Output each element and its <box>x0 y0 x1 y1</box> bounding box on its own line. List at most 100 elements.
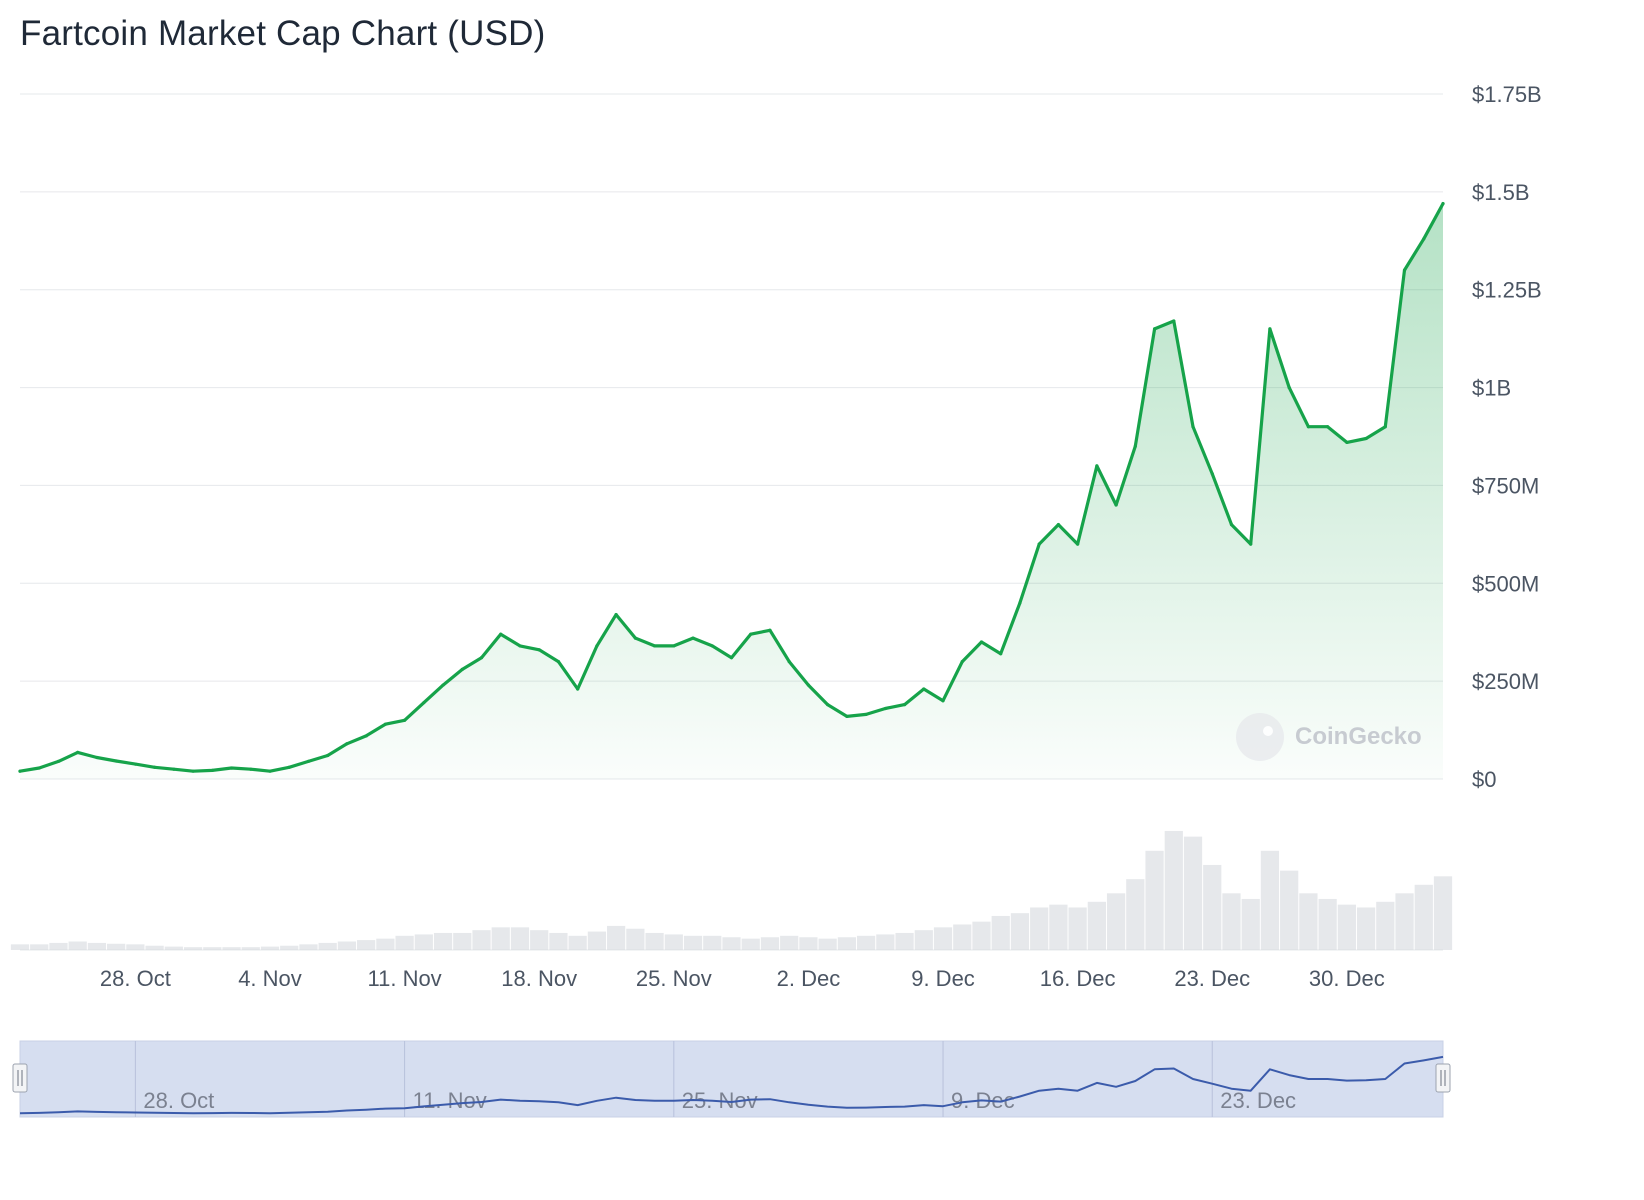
volume-bar <box>799 937 818 950</box>
volume-bar <box>760 937 780 950</box>
range-navigator[interactable]: 28. Oct 11. Nov 25. Nov 9. Dec 23. Dec <box>12 1040 1451 1118</box>
volume-bar <box>1222 893 1241 950</box>
market-cap-point <box>153 765 157 769</box>
volume-bar <box>453 932 472 950</box>
market-cap-point <box>1249 542 1253 546</box>
market-cap-point <box>1037 542 1041 546</box>
volume-bar <box>1299 893 1318 950</box>
market-cap-point <box>229 766 234 770</box>
volume-bar <box>433 932 453 950</box>
market-cap-point <box>1326 425 1330 429</box>
volume-bars <box>10 830 1453 950</box>
volume-bar <box>780 935 799 950</box>
volume-bar <box>1356 907 1376 950</box>
market-cap-point <box>614 613 618 617</box>
market-cap-point <box>1095 464 1099 468</box>
y-tick-label: $1B <box>1472 376 1511 401</box>
market-cap-point <box>922 687 926 691</box>
market-cap-point <box>1441 202 1445 206</box>
volume-bar <box>972 921 991 950</box>
volume-bar <box>318 942 337 950</box>
market-cap-point <box>883 706 887 711</box>
volume-bar <box>183 947 203 950</box>
volume-bar <box>107 943 126 950</box>
market-cap-point <box>845 714 849 718</box>
navigator-right-handle[interactable] <box>1435 1063 1451 1093</box>
market-cap-point <box>1306 425 1310 429</box>
market-cap-point <box>326 753 330 758</box>
market-cap-point <box>1268 327 1272 331</box>
market-cap-point <box>691 636 695 640</box>
chart-title: Fartcoin Market Cap Chart (USD) <box>20 14 546 53</box>
market-cap-point <box>749 632 753 636</box>
volume-bar <box>1145 850 1164 950</box>
market-cap-point <box>133 762 137 766</box>
market-cap-point <box>902 703 907 707</box>
market-cap-point <box>1383 425 1387 429</box>
market-cap-point <box>441 683 445 687</box>
market-cap-point <box>479 656 484 660</box>
market-cap-point <box>306 759 311 763</box>
market-cap-area-fill <box>20 203 1443 780</box>
market-cap-point <box>556 659 561 664</box>
navigator-left-handle[interactable] <box>12 1063 28 1093</box>
volume-bar <box>549 932 568 950</box>
volume-bar <box>1241 898 1260 950</box>
volume-bar <box>818 938 837 950</box>
volume-bar <box>607 925 626 950</box>
market-cap-point <box>1056 522 1061 527</box>
x-tick-label: 25. Nov <box>636 966 712 991</box>
x-tick-label: 4. Nov <box>238 966 302 991</box>
market-cap-point <box>1210 472 1214 476</box>
y-tick-label: $1.75B <box>1472 82 1542 107</box>
volume-bar <box>991 915 1010 950</box>
volume-bar <box>1337 904 1356 950</box>
market-cap-point <box>268 769 272 773</box>
y-axis-labels: $0 $250M $500M $750M $1B $1.25B $1.5B $1.75B <box>1472 82 1542 792</box>
y-tick-label: $750M <box>1472 473 1539 498</box>
volume-bar <box>414 934 433 950</box>
navigator-tick-label: 28. Oct <box>143 1088 214 1113</box>
x-axis-labels: 28. Oct 4. Nov 11. Nov 18. Nov 25. Nov 2. Dec… <box>100 966 1385 991</box>
market-cap-point <box>960 659 964 664</box>
market-cap-point <box>191 769 195 773</box>
y-tick-label: $500M <box>1472 571 1539 596</box>
volume-bar <box>1164 830 1183 950</box>
market-cap-area <box>20 203 1443 780</box>
volume-bar <box>876 934 895 950</box>
market-cap-point <box>1172 319 1176 323</box>
market-cap-point <box>1152 327 1157 331</box>
coingecko-watermark: CoinGecko <box>1236 713 1422 761</box>
market-cap-point <box>422 701 426 705</box>
volume-bar <box>1126 879 1145 950</box>
y-tick-label: $0 <box>1472 767 1496 792</box>
market-cap-point <box>999 652 1003 656</box>
market-cap-point <box>56 759 61 763</box>
handle-body <box>1435 1063 1451 1093</box>
volume-bar <box>953 924 972 950</box>
x-tick-label: 2. Dec <box>777 966 841 991</box>
market-cap-points <box>18 202 1445 773</box>
volume-bar <box>1414 884 1433 950</box>
volume-bar <box>1318 898 1337 950</box>
volume-bar <box>337 941 357 950</box>
volume-bar <box>856 935 876 950</box>
market-cap-point <box>383 722 387 726</box>
market-cap-point <box>1114 503 1118 507</box>
market-cap-point <box>1402 268 1407 272</box>
market-cap-point <box>402 718 407 722</box>
volume-bar <box>203 947 222 950</box>
volume-bar <box>68 941 87 950</box>
market-cap-point <box>826 703 830 707</box>
y-tick-label: $1.25B <box>1472 278 1542 303</box>
volume-bar <box>837 937 856 950</box>
volume-bar <box>145 945 164 950</box>
market-cap-point <box>1191 425 1195 429</box>
volume-bar <box>703 935 722 950</box>
volume-bar <box>914 930 933 950</box>
market-cap-point <box>576 687 580 691</box>
volume-bar <box>472 930 491 950</box>
navigator-tick-label: 11. Nov <box>413 1088 487 1113</box>
volume-bar <box>1183 836 1203 950</box>
